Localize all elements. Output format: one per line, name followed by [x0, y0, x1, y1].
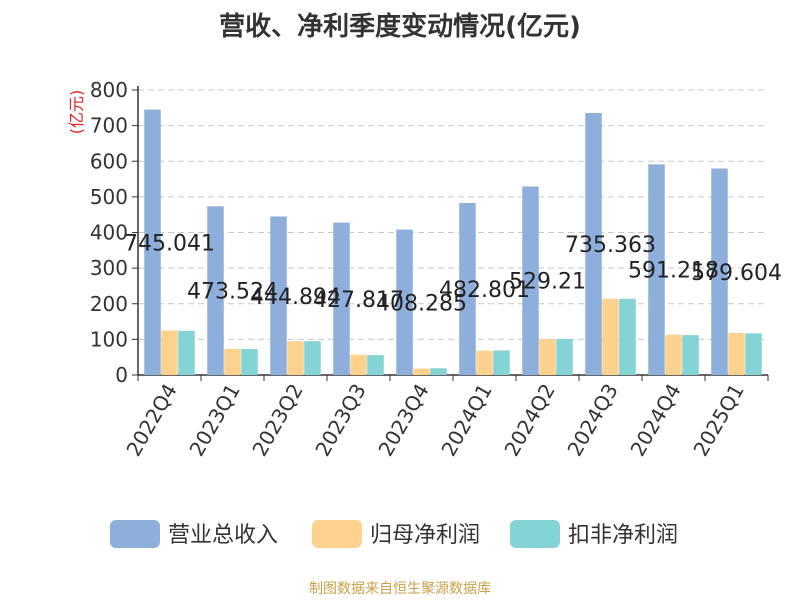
data-label-2024Q3: 735.363 — [565, 233, 656, 258]
bar-扣非净利润-2023Q2 — [304, 341, 321, 375]
data-label-2023Q1: 473.524 — [187, 280, 278, 305]
y-tick-label: 300 — [90, 256, 128, 280]
y-tick-label: 0 — [115, 363, 128, 387]
x-tick-label: 2023Q3 — [310, 380, 370, 461]
chart-title: 营收、净利季度变动情况(亿元) — [219, 12, 581, 42]
data-label-2025Q1: 579.604 — [691, 261, 782, 286]
bar-营业总收入-2024Q3 — [585, 113, 602, 376]
bar-归母净利润-2023Q1 — [224, 348, 241, 375]
data-label-2024Q4: 591.218 — [628, 259, 719, 284]
bar-扣非净利润-2024Q1 — [493, 350, 510, 375]
y-tick-label: 400 — [90, 221, 128, 245]
source-note: 制图数据来自恒生聚源数据库 — [309, 581, 491, 597]
x-tick-label: 2022Q4 — [121, 380, 181, 461]
y-tick-label: 700 — [90, 114, 128, 138]
y-tick-label: 100 — [90, 327, 128, 351]
bar-归母净利润-2025Q1 — [728, 332, 745, 375]
bar-归母净利润-2023Q2 — [287, 341, 304, 375]
y-tick-label: 800 — [90, 78, 128, 102]
bar-扣非净利润-2024Q3 — [619, 298, 636, 375]
x-tick-label: 2023Q2 — [247, 380, 307, 461]
bar-营业总收入-2024Q1 — [459, 203, 476, 375]
legend-label-营业总收入: 营业总收入 — [168, 523, 278, 548]
y-tick-label: 600 — [90, 149, 128, 173]
bar-归母净利润-2024Q3 — [602, 298, 619, 375]
legend-label-扣非净利润: 扣非净利润 — [568, 523, 678, 548]
y-tick-label: 500 — [90, 185, 128, 209]
bar-归母净利润-2024Q1 — [476, 350, 493, 375]
x-tick-label: 2023Q1 — [184, 380, 244, 461]
bar-归母净利润-2023Q3 — [350, 354, 367, 375]
bar-扣非净利润-2023Q1 — [241, 348, 258, 375]
bar-归母净利润-2024Q4 — [665, 334, 682, 375]
bar-归母净利润-2024Q2 — [539, 339, 556, 375]
legend-label-归母净利润: 归母净利润 — [370, 523, 480, 548]
y-unit-label: (亿元) — [67, 90, 86, 135]
data-label-2023Q2: 444.894 — [250, 285, 341, 310]
bar-营业总收入-2025Q1 — [711, 168, 728, 375]
legend-swatch-营业总收入 — [110, 520, 160, 548]
x-tick-label: 2024Q2 — [499, 380, 559, 461]
bar-营业总收入-2023Q1 — [207, 206, 224, 375]
x-tick-label: 2025Q1 — [688, 380, 748, 461]
bar-扣非净利润-2023Q4 — [430, 368, 447, 375]
bar-营业总收入-2023Q2 — [270, 216, 287, 375]
x-tick-label: 2024Q3 — [562, 380, 622, 461]
y-tick-label: 200 — [90, 292, 128, 316]
x-tick-label: 2024Q4 — [625, 380, 685, 461]
bar-营业总收入-2023Q4 — [396, 229, 413, 375]
data-label-2023Q4: 408.285 — [376, 291, 467, 316]
legend-swatch-扣非净利润 — [510, 520, 560, 548]
data-label-2024Q2: 529.21 — [509, 270, 586, 295]
bar-营业总收入-2023Q3 — [333, 222, 350, 375]
x-tick-label: 2023Q4 — [373, 380, 433, 461]
bar-扣非净利润-2022Q4 — [178, 330, 195, 375]
bar-营业总收入-2024Q2 — [522, 186, 539, 375]
bar-营业总收入-2022Q4 — [144, 109, 161, 375]
x-tick-label: 2024Q1 — [436, 380, 496, 461]
bar-扣非净利润-2025Q1 — [745, 333, 762, 375]
bar-扣非净利润-2023Q3 — [367, 355, 384, 375]
bar-归母净利润-2023Q4 — [413, 368, 430, 375]
bar-扣非净利润-2024Q4 — [682, 335, 699, 375]
data-label-2022Q4: 745.041 — [124, 231, 215, 256]
bar-营业总收入-2024Q4 — [648, 164, 665, 375]
data-label-2024Q1: 482.801 — [439, 278, 530, 303]
legend-swatch-归母净利润 — [312, 520, 362, 548]
bar-归母净利润-2022Q4 — [161, 330, 178, 375]
bar-扣非净利润-2024Q2 — [556, 339, 573, 375]
data-label-2023Q3: 427.817 — [313, 288, 404, 313]
